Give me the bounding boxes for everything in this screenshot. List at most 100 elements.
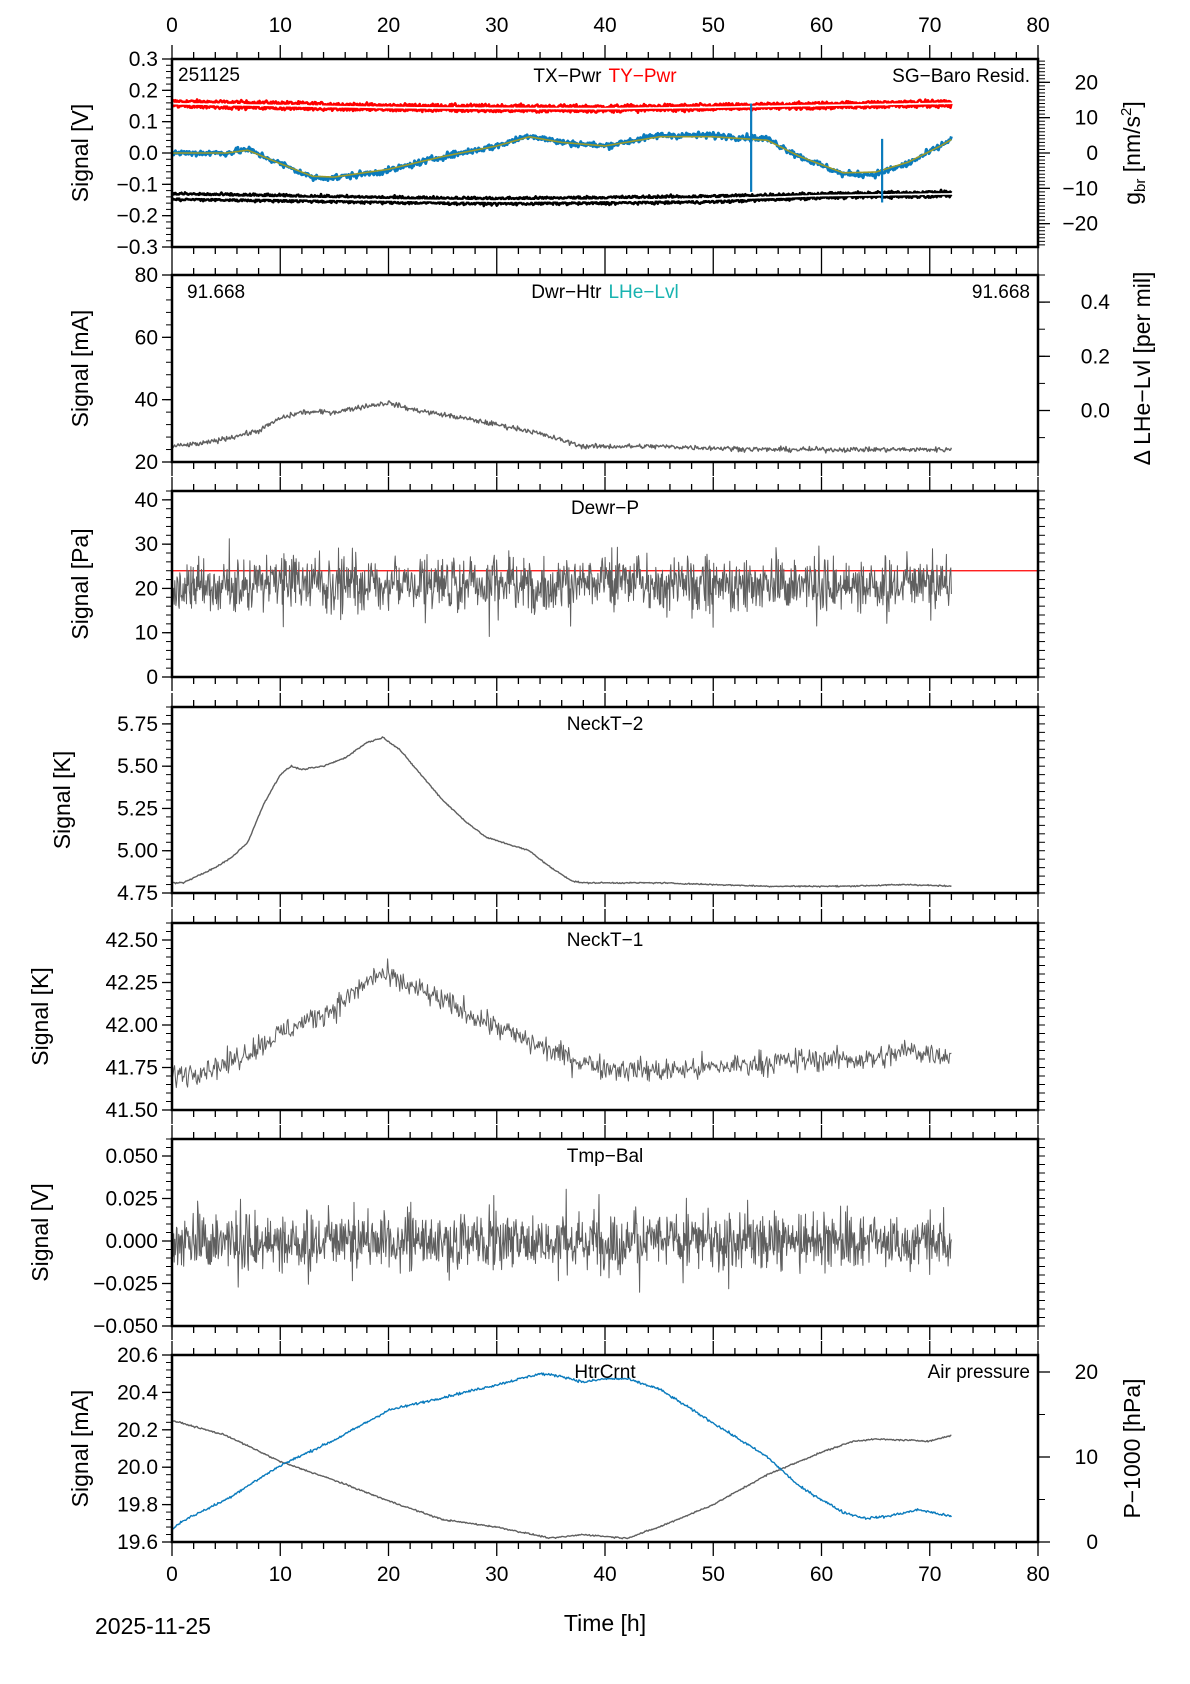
x-tick-label-top: 40 (593, 14, 616, 37)
y-tick-label: 0.3 (129, 48, 158, 71)
x-tick-label-top: 30 (485, 14, 508, 37)
y-axis-title: Signal [V] (67, 104, 93, 202)
right-series-label: Air pressure (928, 1362, 1030, 1383)
series-line-neckt-2 (172, 736, 952, 888)
panel-dwr-htr-plot-area (172, 400, 953, 454)
right-y-tick-label: 0.2 (1081, 345, 1110, 368)
x-tick-label-bottom: 20 (377, 1563, 400, 1586)
band-separator-line (172, 193, 952, 202)
x-tick-label-bottom: 0 (166, 1563, 178, 1586)
x-tick-label-bottom: 70 (918, 1563, 941, 1586)
panel-neckt-1-plot-area (172, 958, 952, 1089)
right-y-tick-label: −10 (1062, 177, 1098, 200)
panel-dwr-htr-frame (170, 273, 1040, 464)
y-tick-label: 20 (135, 577, 158, 600)
panel-tmp-bal-frame (170, 1137, 1040, 1328)
right-y-tick-label: 10 (1075, 107, 1098, 130)
x-tick-label-bottom: 80 (1026, 1563, 1049, 1586)
y-tick-label: 19.8 (117, 1494, 158, 1517)
panel-htrcrnt-frame (170, 1353, 1040, 1544)
panel-title: Tmp−Bal (567, 1146, 644, 1167)
y-tick-label: 5.25 (117, 797, 158, 820)
axis-subscript: br (1132, 179, 1149, 192)
series-line-tmp-bal (172, 1188, 952, 1293)
series-layer (172, 98, 1038, 1540)
y-tick-label: −0.050 (93, 1315, 158, 1338)
x-tick-label-top: 60 (810, 14, 833, 37)
date-label: 2025-11-25 (95, 1613, 211, 1639)
panel-neckt-1-frame (170, 921, 1040, 1112)
x-tick-label-top: 80 (1026, 14, 1049, 37)
series-line-ty-pwr-upper (172, 98, 953, 110)
panel-title: Dewr−P (571, 498, 639, 519)
y-axis-title: Signal [K] (27, 967, 53, 1065)
y-tick-label: 0.000 (105, 1230, 158, 1253)
panel-title-part: Dwr−Htr (531, 282, 602, 303)
right-y-axis-title: gbr [nm/s2] (1118, 101, 1149, 205)
axis-unit: [nm/s (1119, 116, 1145, 179)
panel-title: HtrCrnt (574, 1362, 636, 1383)
y-tick-label: 0.2 (129, 79, 158, 102)
y-tick-label: 19.6 (117, 1531, 158, 1554)
y-tick-label: 5.75 (117, 713, 158, 736)
corner-label: 251125 (178, 65, 240, 86)
y-tick-label: 20 (135, 451, 158, 474)
y-tick-label: 42.50 (105, 929, 158, 952)
y-tick-label: 0 (146, 666, 158, 689)
series-line-tx-pwr-upper (172, 188, 953, 202)
x-tick-label-top: 20 (377, 14, 400, 37)
right-y-tick-label: 0.0 (1081, 400, 1110, 423)
panel-tmp-bal-plot-area (172, 1188, 952, 1293)
y-tick-label: −0.1 (117, 173, 158, 196)
y-axis-title: Signal [Pa] (67, 528, 93, 639)
series-line-tx-pwr-lower (172, 193, 953, 208)
axis-bracket: ] (1119, 101, 1145, 107)
y-tick-label: 20.2 (117, 1419, 158, 1442)
y-tick-label: 42.25 (105, 972, 158, 995)
y-tick-label: 0.1 (129, 111, 158, 134)
y-axis-title: Signal [V] (27, 1183, 53, 1281)
right-y-tick-label: 0.4 (1081, 291, 1111, 314)
band-separator-line (172, 102, 952, 110)
panel-title: NeckT−2 (567, 714, 644, 735)
y-tick-label: 5.00 (117, 840, 158, 863)
y-tick-label: 40 (135, 489, 158, 512)
series-line-air-pressure (172, 1372, 952, 1530)
series-line-sg-baro-smooth (172, 135, 952, 178)
right-y-tick-label: −20 (1062, 213, 1098, 236)
panel-tx-ty-pwr-frame (170, 57, 1040, 249)
y-tick-label: −0.3 (117, 236, 158, 259)
y-tick-label: −0.025 (93, 1273, 158, 1296)
y-tick-label: 80 (135, 264, 158, 287)
series-line-sg-baro-resid- (172, 130, 953, 182)
x-tick-label-top: 70 (918, 14, 941, 37)
panel-dewr-p-plot-area (172, 538, 1038, 637)
right-y-tick-label: 0 (1086, 1531, 1098, 1554)
axis-symbol: g (1119, 192, 1145, 205)
text-layer: 2025-11-25 Time [h] 0.3 0.2 0.1 0.0 −0.1 −0.2… (27, 14, 1155, 1639)
y-tick-label: 40 (135, 389, 158, 412)
y-tick-label: 0.025 (105, 1188, 158, 1211)
right-y-axis-title: P−1000 [hPa] (1119, 1378, 1145, 1518)
right-y-tick-label: 0 (1086, 142, 1098, 165)
panel-title-part: TY−Pwr (609, 66, 678, 87)
panel-title: TX−Pwr TY−Pwr (533, 66, 677, 87)
x-tick-label-bottom: 50 (702, 1563, 725, 1586)
panel-title: NeckT−1 (567, 930, 644, 951)
x-tick-label-bottom: 40 (593, 1563, 616, 1586)
y-tick-label: 4.75 (117, 882, 158, 905)
panel-tx-ty-pwr-plot-area (172, 98, 953, 208)
panel-title: Dwr−Htr LHe−Lvl (531, 282, 678, 303)
x-tick-label-bottom: 60 (810, 1563, 833, 1586)
series-line-htrcrnt (172, 1419, 952, 1540)
y-axis-title: Signal [mA] (67, 1390, 93, 1508)
y-tick-label: −0.2 (117, 205, 158, 228)
panel-neckt-2-plot-area (172, 736, 952, 888)
panel-htrcrnt-plot-area (172, 1372, 952, 1540)
x-tick-label-bottom: 10 (269, 1563, 292, 1586)
lhe-level-end-value: 91.668 (972, 282, 1030, 303)
right-y-tick-label: 20 (1075, 71, 1098, 94)
panel-title-part: TX−Pwr (533, 66, 602, 87)
y-axis-title: Signal [K] (49, 751, 75, 849)
